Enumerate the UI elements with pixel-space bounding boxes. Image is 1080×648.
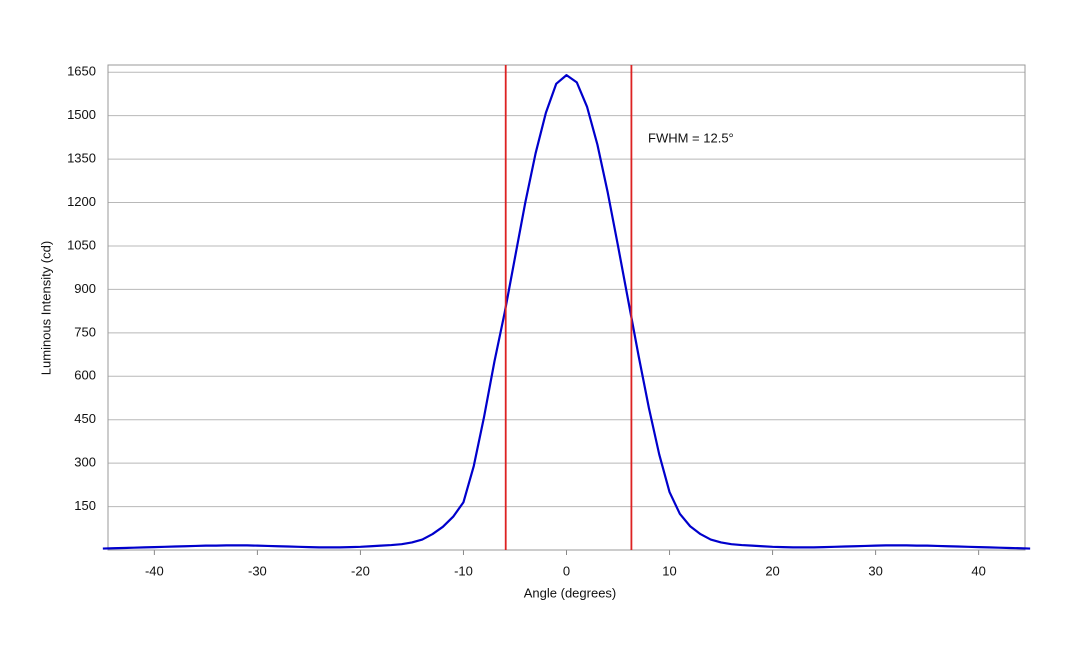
x-tick-label: 0	[563, 563, 570, 578]
x-tick-label: 20	[765, 563, 779, 578]
y-tick-label: 750	[74, 324, 96, 339]
x-axis-label: Angle (degrees)	[524, 585, 617, 600]
y-tick-label: 1050	[67, 237, 96, 252]
y-tick-label: 900	[74, 281, 96, 296]
y-tick-label: 600	[74, 368, 96, 383]
x-tick-label: 10	[662, 563, 676, 578]
y-tick-label: 450	[74, 411, 96, 426]
plot-frame	[107, 64, 1026, 551]
x-tick-label: -40	[145, 563, 164, 578]
y-axis-label: Luminous Intensity (cd)	[38, 241, 53, 375]
y-tick-label: 150	[74, 498, 96, 513]
y-tick-label: 1650	[67, 64, 96, 79]
annotation: FWHM = 12.5°	[648, 130, 734, 145]
line-series	[102, 74, 1031, 550]
y-tick-label: 1200	[67, 194, 96, 209]
x-tick-label: -30	[248, 563, 267, 578]
y-tick-label: 1350	[67, 151, 96, 166]
x-tick-label: -20	[351, 563, 370, 578]
x-tick-label: -10	[454, 563, 473, 578]
x-tick-label: 30	[868, 563, 882, 578]
y-tick-label: 300	[74, 455, 96, 470]
x-tick-label: 40	[971, 563, 985, 578]
y-tick-label: 1500	[67, 107, 96, 122]
